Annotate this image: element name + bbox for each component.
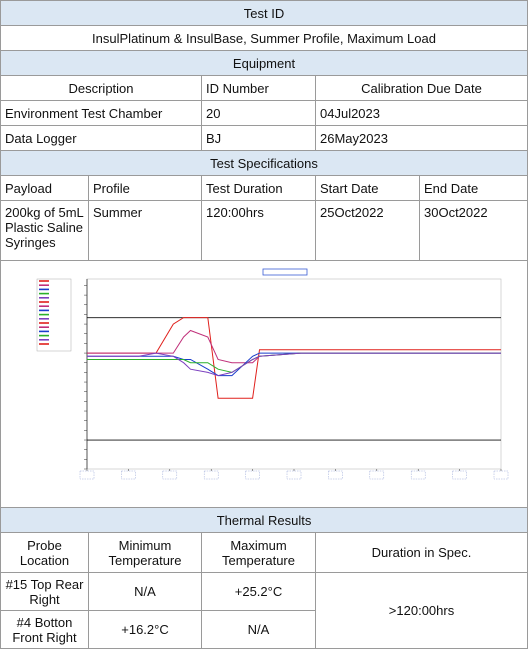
thermal-row-1-probe: #15 Top Rear Right xyxy=(0,572,89,611)
thermal-duration-value: >120:00hrs xyxy=(314,572,528,649)
specs-col-duration: Test Duration xyxy=(201,175,316,201)
equipment-row-2-id: BJ xyxy=(201,125,316,151)
specs-col-start: Start Date xyxy=(315,175,420,201)
specs-profile: Summer xyxy=(88,200,202,261)
specs-start-date: 25Oct2022 xyxy=(315,200,420,261)
test-id-value: InsulPlatinum & InsulBase, Summer Profil… xyxy=(0,25,528,51)
x-tick-box xyxy=(162,470,178,480)
thermal-col-max: Maximum Temperature xyxy=(201,532,316,573)
equipment-row-1-calibration: 04Jul2023 xyxy=(314,100,528,126)
thermal-col-probe: Probe Location xyxy=(0,532,89,573)
x-tick-box xyxy=(410,470,426,480)
series-line-5 xyxy=(87,352,501,377)
equipment-heading: Equipment xyxy=(0,50,528,76)
thermal-heading: Thermal Results xyxy=(0,507,528,533)
x-tick-box xyxy=(493,470,509,480)
specs-col-profile: Profile xyxy=(88,175,202,201)
thermal-row-1-min: N/A xyxy=(88,572,202,611)
specs-payload: 200kg of 5mL Plastic Saline Syringes xyxy=(0,200,89,261)
thermal-col-duration: Duration in Spec. xyxy=(314,532,528,573)
specs-end-date: 30Oct2022 xyxy=(418,200,528,261)
chart-title-box xyxy=(262,268,308,276)
equipment-row-1-description: Environment Test Chamber xyxy=(0,100,202,126)
x-tick-box xyxy=(79,470,95,480)
equipment-row-2-calibration: 26May2023 xyxy=(314,125,528,151)
specs-duration: 120:00hrs xyxy=(201,200,316,261)
series-line-2 xyxy=(87,329,501,364)
chart-cell xyxy=(0,260,528,508)
specs-heading: Test Specifications xyxy=(0,150,528,176)
thermal-row-2-probe: #4 Botton Front Right xyxy=(0,610,89,649)
series-line-3 xyxy=(87,352,501,377)
thermal-row-1-max: +25.2°C xyxy=(201,572,316,611)
equipment-row-2-description: Data Logger xyxy=(0,125,202,151)
equipment-col-id: ID Number xyxy=(201,75,316,101)
thermal-col-min: Minimum Temperature xyxy=(88,532,202,573)
x-tick-box xyxy=(452,470,467,480)
temperature-chart xyxy=(36,268,509,480)
equipment-col-calibration: Calibration Due Date xyxy=(314,75,528,101)
equipment-col-description: Description xyxy=(0,75,202,101)
x-tick-box xyxy=(286,470,302,480)
x-tick-box xyxy=(121,470,136,480)
x-tick-box xyxy=(328,470,343,480)
series-line-1 xyxy=(87,317,501,399)
x-tick-box xyxy=(245,470,260,480)
specs-col-end: End Date xyxy=(418,175,528,201)
x-tick-box xyxy=(369,470,385,480)
equipment-row-1-id: 20 xyxy=(201,100,316,126)
x-tick-box xyxy=(203,470,219,480)
plot-frame xyxy=(86,278,502,470)
thermal-row-2-min: +16.2°C xyxy=(88,610,202,649)
chart-legend xyxy=(36,278,72,352)
specs-col-payload: Payload xyxy=(0,175,89,201)
test-id-heading: Test ID xyxy=(0,0,528,26)
thermal-row-2-max: N/A xyxy=(201,610,316,649)
